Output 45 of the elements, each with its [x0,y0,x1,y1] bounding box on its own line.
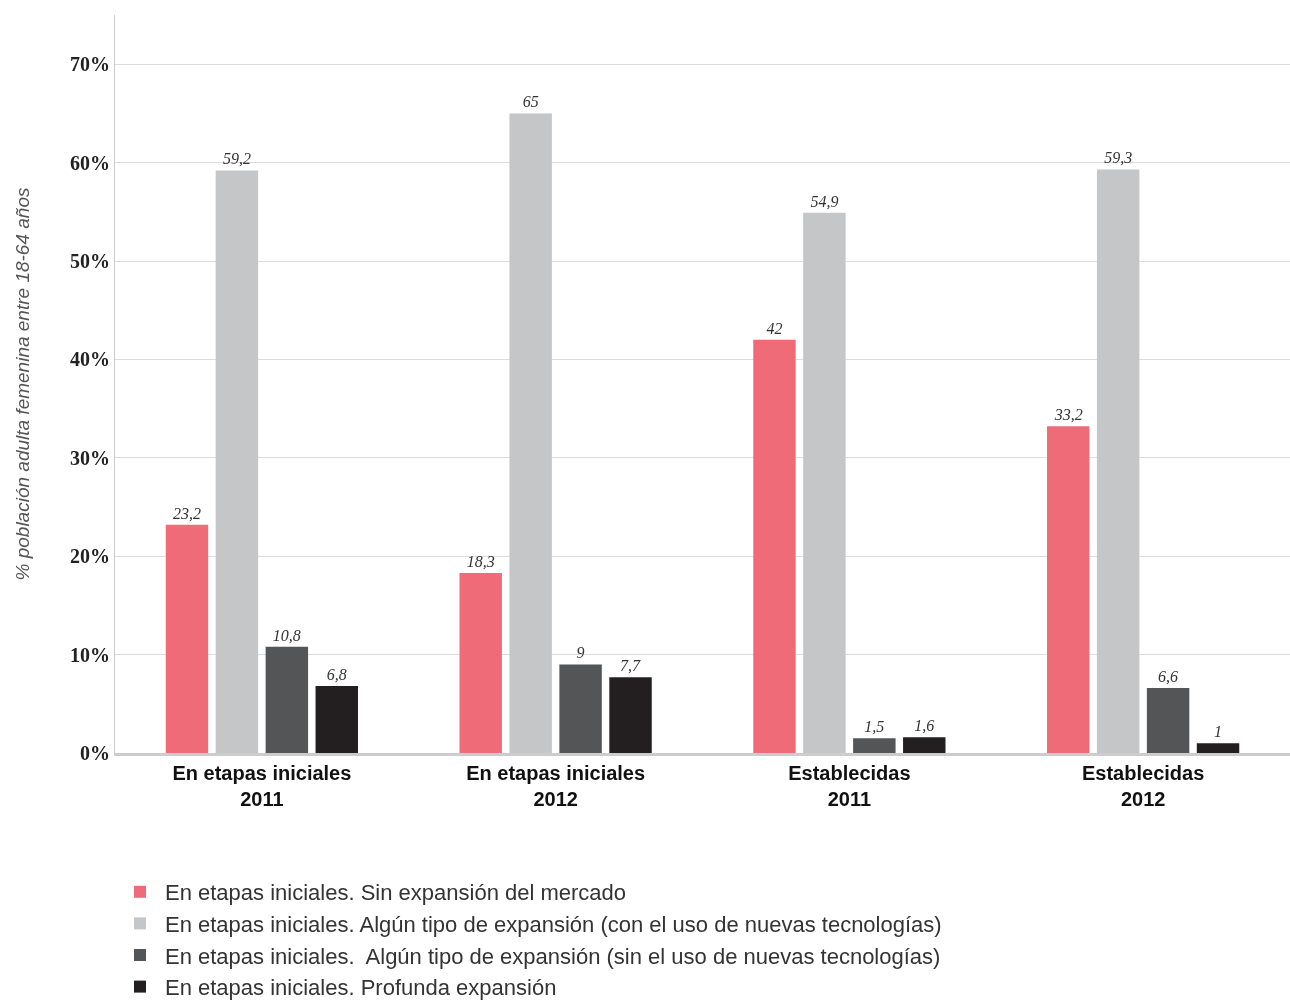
data-label: 1 [1214,723,1223,741]
bar [315,686,358,753]
y-tick-label: 30% [70,446,110,469]
y-axis-title: % población adulta femenina entre 18-64 años [11,187,33,581]
data-label: 65 [522,93,539,111]
y-tick-label: 40% [70,348,110,371]
y-tick-label: 20% [70,545,110,568]
bar [459,572,502,753]
bar [853,738,896,753]
y-tick-label: 50% [70,250,110,272]
data-label: 6,6 [1158,668,1179,686]
y-tick-label: 10% [70,643,110,666]
bar [559,664,602,753]
bar [609,677,652,753]
bar [265,646,309,753]
bar [1146,688,1190,753]
data-label: 1,5 [864,718,885,736]
bar [753,339,796,753]
data-label: 1,6 [914,717,935,735]
data-label: 18,3 [466,552,495,570]
data-label: 6,8 [326,666,347,684]
legend-label: En etapas iniciales. Algún tipo de expansión (con el uso de nuevas tecnologías) [165,911,942,937]
data-label: 59,2 [222,150,251,168]
bar [165,524,209,753]
data-label: 7,7 [620,657,642,675]
y-tick-label: 60% [70,151,110,174]
data-label: 59,3 [1104,149,1133,167]
legend-label: En etapas iniciales. Profunda expansión [165,975,557,1001]
bar [903,737,946,753]
x-tick-label: En etapas iniciales 2011 [172,762,352,810]
data-label: 54,9 [810,192,839,210]
data-label: 23,2 [172,504,201,522]
legend-label: En etapas iniciales. Algún tipo de expansión (sin el uso de nuevas tecnologías) [165,943,941,969]
x-tick-label: En etapas iniciales 2012 [466,762,646,810]
data-label: 10,8 [272,626,301,644]
data-label: 42 [766,319,783,337]
data-label: 33,2 [1053,406,1083,424]
data-label: 9 [576,644,585,662]
x-tick-label: Establecidas 2012 [1081,762,1205,810]
x-tick-label: Establecidas 2011 [788,762,911,810]
y-tick-label: 70% [70,53,110,76]
y-tick-label: 0% [80,742,110,764]
legend-label: En etapas iniciales. Sin expansión del mercado [165,880,627,906]
bar [1047,426,1090,753]
bar [1196,743,1240,753]
